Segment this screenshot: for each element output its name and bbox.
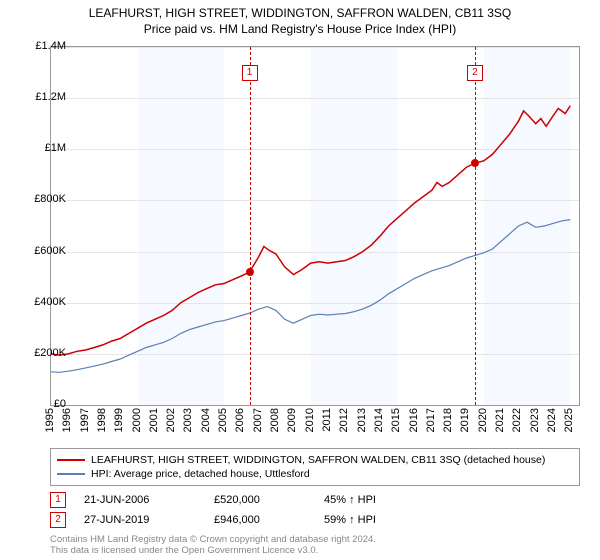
sale-marker-number: 2 (467, 65, 483, 81)
chart-title: LEAFHURST, HIGH STREET, WIDDINGTON, SAFF… (0, 0, 600, 20)
x-axis-label: 2013 (356, 408, 368, 432)
sale-marker-line (475, 47, 476, 405)
sale-row: 2 27-JUN-2019 £946,000 59% ↑ HPI (50, 512, 580, 528)
footer-line: This data is licensed under the Open Gov… (50, 545, 376, 556)
x-axis-label: 2023 (529, 408, 541, 432)
chart-svg (51, 47, 579, 405)
plot-area: 12 (50, 46, 580, 406)
x-axis-label: 2006 (234, 408, 246, 432)
sale-diff: 45% ↑ HPI (324, 494, 444, 506)
x-axis-label: 2014 (373, 408, 385, 432)
legend-row: LEAFHURST, HIGH STREET, WIDDINGTON, SAFF… (57, 453, 573, 467)
x-axis-label: 1998 (96, 408, 108, 432)
y-axis-label: £1.2M (18, 91, 66, 103)
footer-attribution: Contains HM Land Registry data © Crown c… (50, 534, 376, 557)
sale-marker-icon: 1 (50, 492, 66, 508)
series-line-property (51, 106, 570, 355)
chart-subtitle: Price paid vs. HM Land Registry's House … (0, 20, 600, 40)
footer-line: Contains HM Land Registry data © Crown c… (50, 534, 376, 545)
x-axis-label: 1997 (79, 408, 91, 432)
x-axis-label: 1996 (61, 408, 73, 432)
sale-marker-dot (471, 159, 479, 167)
sale-marker-line (250, 47, 251, 405)
legend-box: LEAFHURST, HIGH STREET, WIDDINGTON, SAFF… (50, 448, 580, 486)
x-axis-label: 2024 (546, 408, 558, 432)
y-axis-label: £800K (18, 193, 66, 205)
legend-swatch-hpi (57, 473, 85, 475)
y-axis-label: £400K (18, 296, 66, 308)
sale-price: £520,000 (214, 494, 324, 506)
x-axis-label: 2003 (182, 408, 194, 432)
x-axis-label: 2016 (408, 408, 420, 432)
x-axis-label: 2002 (165, 408, 177, 432)
y-axis-label: £0 (18, 398, 66, 410)
x-axis-label: 2022 (511, 408, 523, 432)
sale-marker-dot (246, 268, 254, 276)
x-axis-label: 2011 (321, 408, 333, 432)
sale-date: 21-JUN-2006 (84, 494, 214, 506)
y-axis-label: £600K (18, 245, 66, 257)
legend-label: HPI: Average price, detached house, Uttl… (91, 468, 310, 480)
x-axis-label: 2020 (477, 408, 489, 432)
legend-row: HPI: Average price, detached house, Uttl… (57, 467, 573, 481)
y-axis-label: £200K (18, 347, 66, 359)
x-axis-label: 1999 (113, 408, 125, 432)
x-axis-label: 2021 (494, 408, 506, 432)
x-axis-label: 2004 (200, 408, 212, 432)
x-axis-label: 2018 (442, 408, 454, 432)
chart-container: LEAFHURST, HIGH STREET, WIDDINGTON, SAFF… (0, 0, 600, 560)
x-axis-label: 2008 (269, 408, 281, 432)
legend-swatch-property (57, 459, 85, 461)
x-axis-label: 2025 (563, 408, 575, 432)
y-axis-label: £1M (18, 142, 66, 154)
x-axis-label: 2009 (286, 408, 298, 432)
x-axis-label: 2012 (338, 408, 350, 432)
y-axis-label: £1.4M (18, 40, 66, 52)
x-axis-label: 2019 (459, 408, 471, 432)
legend-label: LEAFHURST, HIGH STREET, WIDDINGTON, SAFF… (91, 454, 545, 466)
series-line-hpi (51, 220, 570, 373)
sale-row: 1 21-JUN-2006 £520,000 45% ↑ HPI (50, 492, 580, 508)
x-axis-label: 2000 (131, 408, 143, 432)
x-axis-label: 2007 (252, 408, 264, 432)
x-axis-label: 2001 (148, 408, 160, 432)
sale-marker-number: 1 (242, 65, 258, 81)
x-axis-label: 2017 (425, 408, 437, 432)
x-axis-label: 1995 (44, 408, 56, 432)
x-axis-label: 2015 (390, 408, 402, 432)
sale-marker-icon: 2 (50, 512, 66, 528)
sale-diff: 59% ↑ HPI (324, 514, 444, 526)
x-axis-label: 2010 (304, 408, 316, 432)
sale-price: £946,000 (214, 514, 324, 526)
x-axis-label: 2005 (217, 408, 229, 432)
sale-date: 27-JUN-2019 (84, 514, 214, 526)
